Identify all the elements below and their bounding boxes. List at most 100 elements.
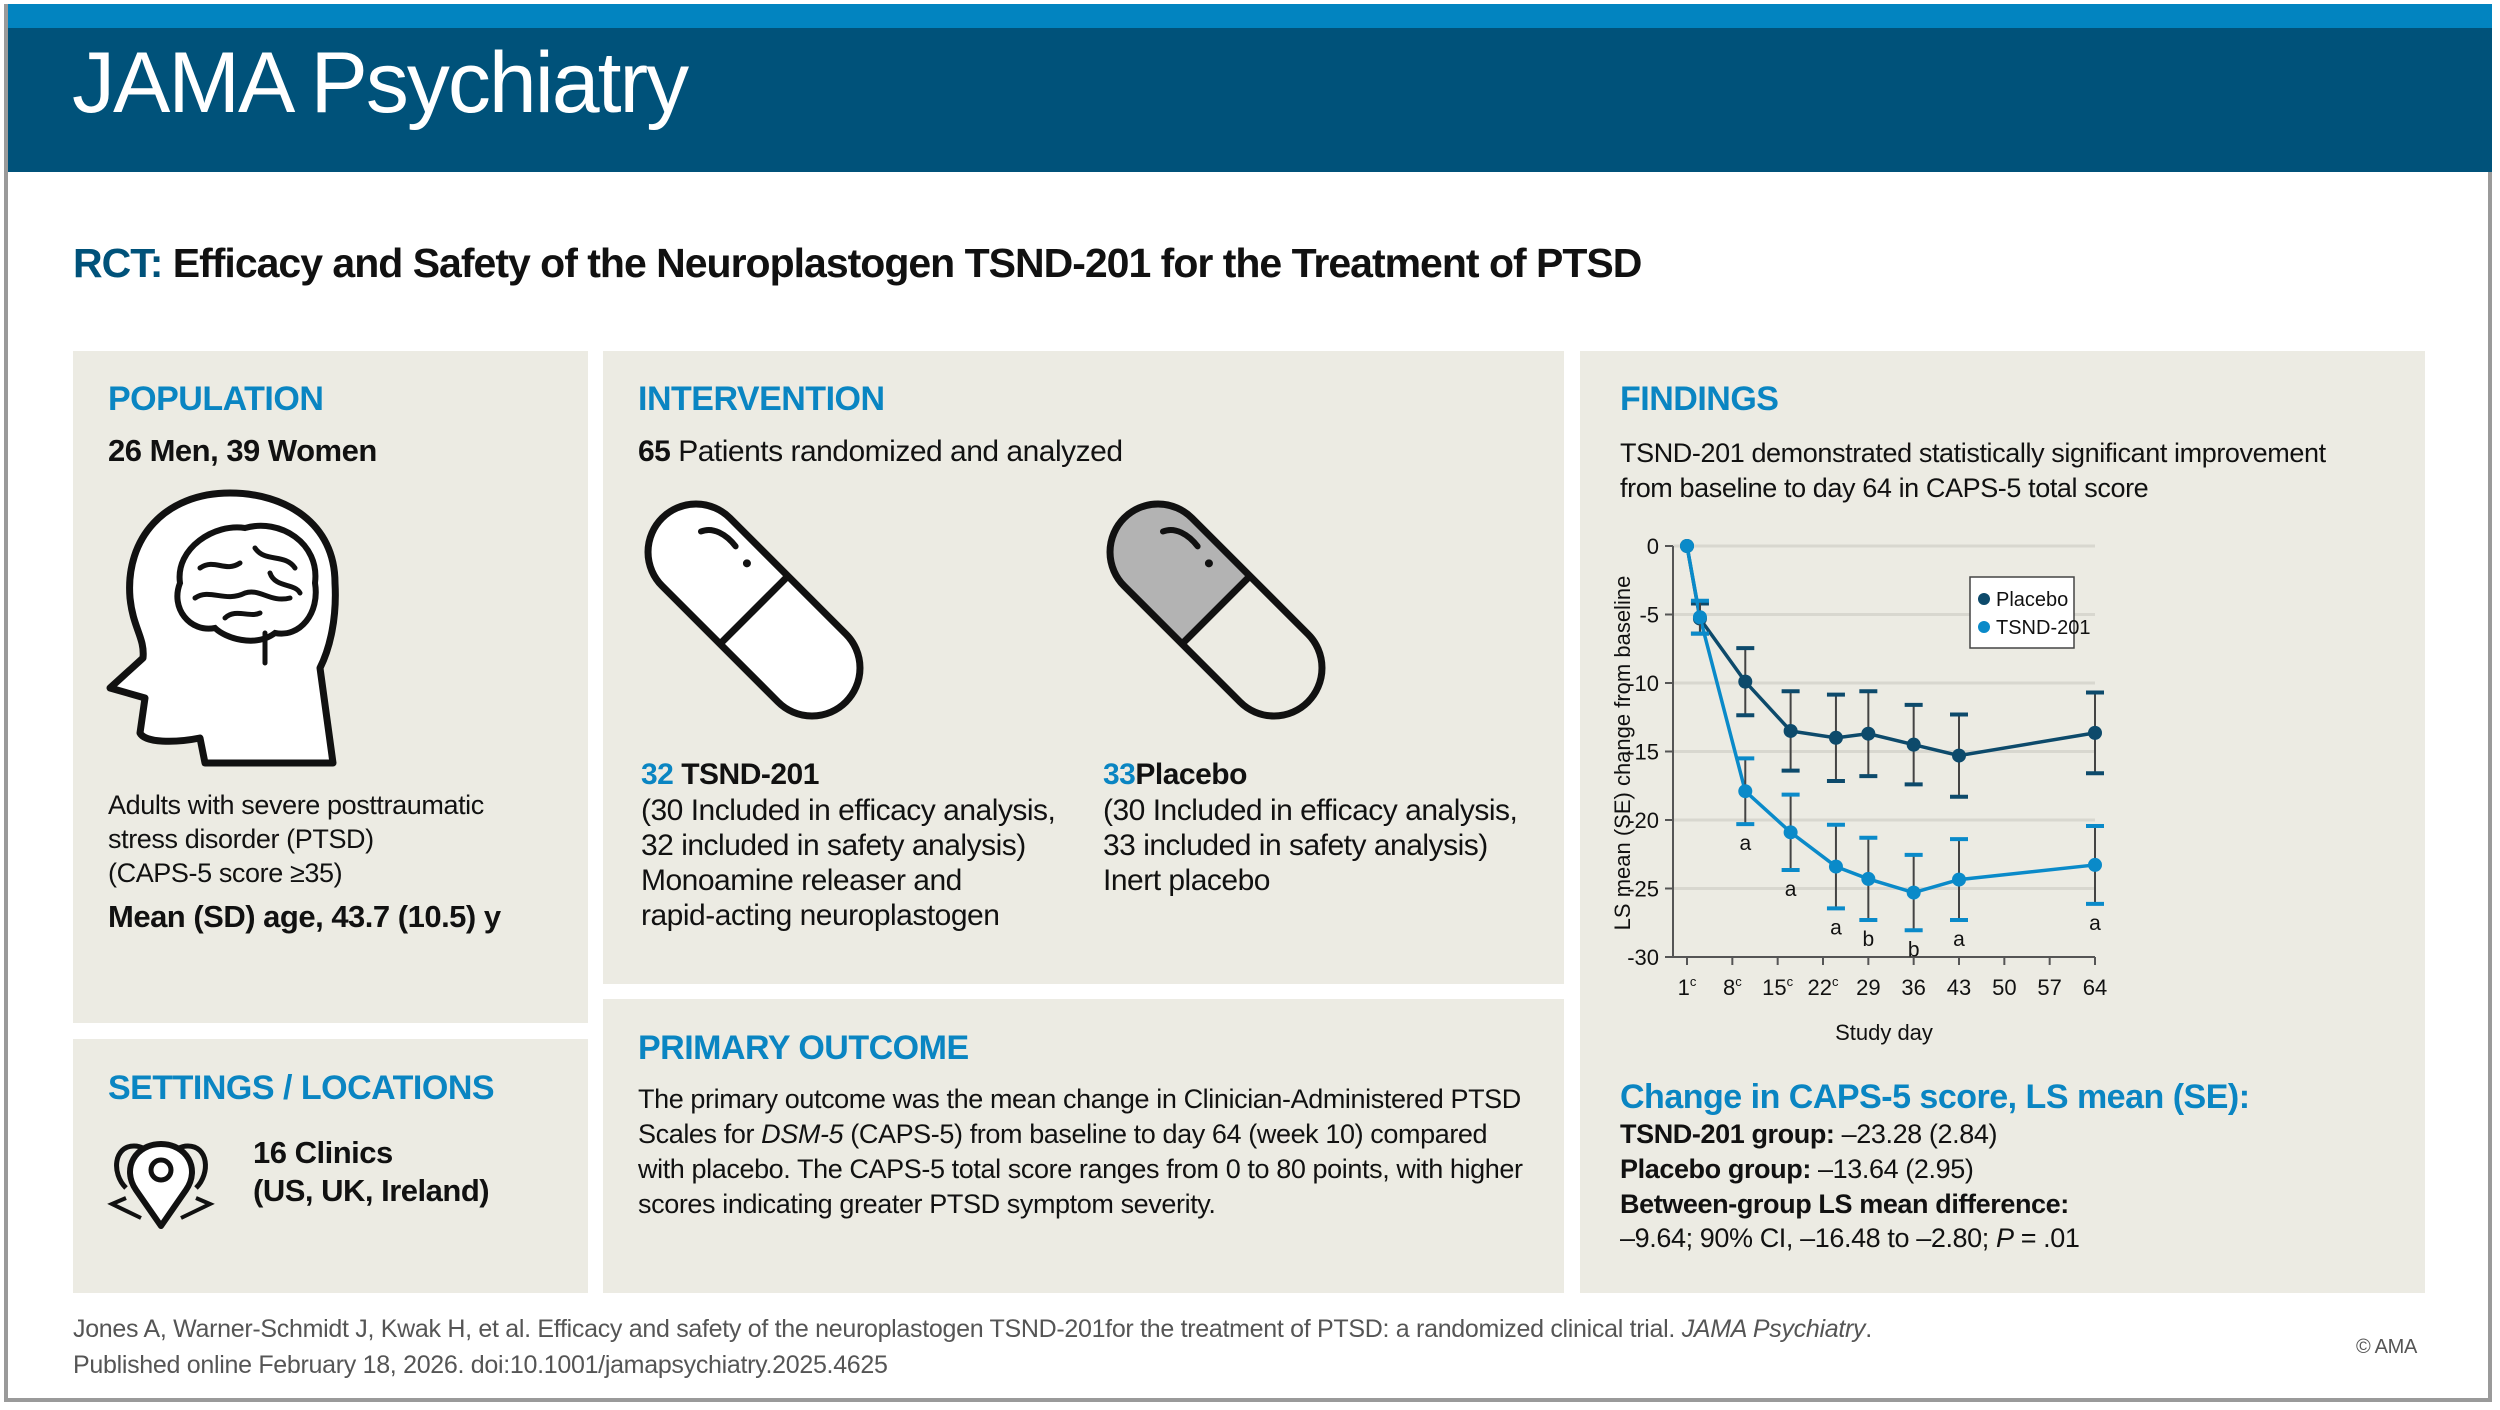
x-tick-label: 15c: [1762, 974, 1793, 1000]
population-description-3: (CAPS-5 score ≥35): [108, 858, 343, 888]
tsnd-arm-n: 32: [641, 758, 674, 791]
data-point: [1906, 885, 1921, 900]
tsnd-result-label: TSND-201 group:: [1620, 1119, 1835, 1149]
copyright: © AMA: [2356, 1336, 2418, 1358]
header-bar: [8, 28, 2492, 172]
x-tick-superscript: c: [1735, 974, 1742, 989]
text-segment: –9.64; 90% CI, –16.48 to –2.80;: [1620, 1223, 1996, 1253]
placebo-arm-line-1: (30 Included in efficacy analysis,: [1103, 794, 1518, 827]
significance-annotation: b: [1908, 938, 1920, 961]
x-tick-label: 29: [1856, 975, 1880, 1000]
legend-label: Placebo: [1996, 589, 2068, 611]
x-tick-superscript: c: [1832, 974, 1839, 989]
tsnd-arm-name: TSND-201: [681, 758, 819, 791]
x-tick-label: 57: [2037, 975, 2061, 1000]
y-tick-label: -15: [1627, 740, 1659, 765]
placebo-result: Placebo group: –13.64 (2.95): [1620, 1153, 1974, 1187]
data-point: [1783, 723, 1798, 738]
settings-countries: (US, UK, Ireland): [253, 1173, 490, 1208]
tsnd-arm-line-3: Monoamine releaser and: [641, 864, 962, 897]
difference-label: Between-group LS mean difference:: [1620, 1188, 2069, 1222]
placebo-arm-n: 33: [1103, 758, 1136, 791]
dsm5-italic: DSM-5: [761, 1119, 844, 1149]
difference-value: –9.64; 90% CI, –16.48 to –2.80; P = .01: [1620, 1222, 2080, 1256]
p-italic: P: [1995, 1223, 2014, 1253]
x-tick-label: 8c: [1723, 974, 1742, 1000]
significance-annotation: a: [2089, 912, 2101, 935]
y-tick-label: -5: [1639, 603, 1659, 628]
placebo-arm-title: 33Placebo: [1103, 756, 1247, 794]
x-tick-label: 22c: [1808, 974, 1839, 1000]
pill-gray-icon: [1106, 500, 1326, 720]
tsnd-arm-line-1: (30 Included in efficacy analysis,: [641, 794, 1056, 827]
primary-outcome-panel: [603, 999, 1564, 1293]
text-segment: Jones A, Warner-Schmidt J, Kwak H, et al…: [73, 1315, 1682, 1343]
population-counts: 26 Men, 39 Women: [108, 433, 377, 468]
data-point: [1952, 872, 1966, 887]
data-point: [1828, 730, 1843, 745]
placebo-arm-line-3: Inert placebo: [1103, 864, 1270, 897]
x-tick-label: 50: [1992, 975, 2016, 1000]
text-segment: (CAPS-5) from baseline to day 64 (week 1…: [843, 1119, 1488, 1149]
population-description-2: stress disorder (PTSD): [108, 824, 374, 854]
data-point: [1906, 737, 1921, 752]
citation-line-1: Jones A, Warner-Schmidt J, Kwak H, et al…: [73, 1315, 1872, 1344]
intervention-heading: INTERVENTION: [638, 380, 885, 418]
significance-annotation: a: [1953, 928, 1965, 951]
data-point: [2088, 725, 2102, 740]
data-point: [2088, 857, 2102, 872]
data-point: [1738, 674, 1753, 689]
primary-outcome-line-4: scores indicating greater PTSD symptom s…: [638, 1189, 1216, 1219]
data-point: [1692, 610, 1707, 625]
y-tick-label: -30: [1627, 945, 1659, 970]
findings-chart: 0 -5 -10 -15 -20 -25 -30 1c 8c 15c 22c 29 36 43 50 57 64…: [1610, 534, 2107, 1045]
tsnd-arm-title: 32 TSND-201: [641, 756, 819, 794]
tsnd-result: TSND-201 group: –23.28 (2.84): [1620, 1118, 1997, 1152]
placebo-arm-line-2: 33 included in safety analysis): [1103, 829, 1488, 862]
findings-summary-2: from baseline to day 64 in CAPS-5 total …: [1620, 473, 2149, 503]
data-point: [1828, 859, 1843, 874]
x-tick-label: 43: [1947, 975, 1971, 1000]
data-point: [1680, 539, 1694, 553]
legend-marker: [1978, 621, 1990, 633]
placebo-arm-name: Placebo: [1135, 758, 1247, 791]
journal-italic: JAMA Psychiatry: [1681, 1315, 1866, 1343]
y-tick-label: -25: [1627, 877, 1659, 902]
significance-annotation: a: [1739, 832, 1751, 855]
population-age: Mean (SD) age, 43.7 (10.5) y: [108, 899, 501, 934]
y-axis-label: LS mean (SE) change from baseline: [1610, 576, 1635, 931]
findings-summary-1: TSND-201 demonstrated statistically sign…: [1620, 438, 2326, 468]
head-brain-icon: [106, 489, 339, 767]
text-segment: = .01: [2013, 1223, 2080, 1253]
x-tick-label: 36: [1901, 975, 1925, 1000]
legend-marker: [1978, 593, 1990, 605]
x-tick-superscript: c: [1787, 974, 1794, 989]
primary-outcome-heading: PRIMARY OUTCOME: [638, 1029, 969, 1067]
page-frame: [4, 4, 2492, 1402]
title-prefix: RCT:: [73, 240, 163, 286]
x-axis-label: Study day: [1835, 1020, 1933, 1045]
difference-label-text: Between-group LS mean difference:: [1620, 1189, 2069, 1219]
tsnd-arm-line-4: rapid-acting neuroplastogen: [641, 899, 1000, 932]
page-title: RCT: Efficacy and Safety of the Neuropla…: [73, 240, 1642, 287]
tsnd-arm-line-2: 32 included in safety analysis): [641, 829, 1026, 862]
y-tick-label: 0: [1647, 534, 1659, 559]
settings-clinics: 16 Clinics: [253, 1135, 393, 1170]
patient-count: 65: [638, 435, 671, 468]
findings-panel: [1580, 351, 2425, 1293]
population-description-1: Adults with severe posttraumatic: [108, 790, 484, 820]
y-tick-label: -20: [1627, 808, 1659, 833]
population-heading: POPULATION: [108, 380, 324, 418]
data-point: [1952, 748, 1966, 763]
change-heading: Change in CAPS-5 score, LS mean (SE):: [1620, 1078, 2250, 1116]
x-tick-label: 1c: [1678, 974, 1697, 1000]
journal-title: JAMA Psychiatry: [72, 35, 689, 131]
intervention-summary: 65 Patients randomized and analyzed: [638, 433, 1123, 471]
significance-annotation: b: [1862, 928, 1874, 951]
header-stripe: [8, 4, 2492, 28]
citation-line-2: Published online February 18, 2026. doi:…: [73, 1351, 888, 1379]
data-point: [1861, 726, 1876, 741]
x-tick-superscript: c: [1690, 974, 1697, 989]
data-point: [1783, 825, 1798, 840]
settings-heading: SETTINGS / LOCATIONS: [108, 1069, 495, 1107]
